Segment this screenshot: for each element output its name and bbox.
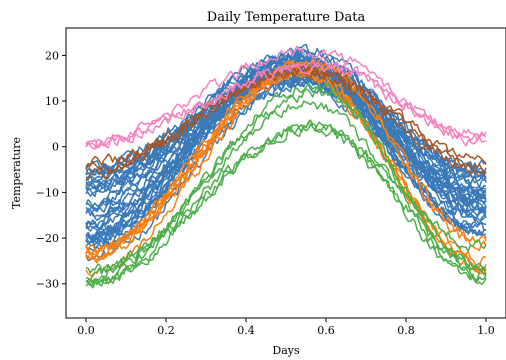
series-line-green-5: [85, 86, 487, 284]
x-axis-label: Days: [272, 344, 300, 357]
x-axis: 0.0 0.2 0.4 0.6 0.8 1.0: [77, 318, 495, 337]
x-tick-label: 0.2: [157, 324, 175, 337]
series-line-pink-3: [85, 56, 487, 149]
plot-lines: [85, 43, 487, 289]
y-tick-label: −30: [36, 278, 59, 291]
series-line-orange-5: [85, 65, 487, 275]
y-axis-label: Temperature: [10, 137, 23, 209]
y-tick-label: −10: [36, 186, 59, 199]
y-axis: −30 −20 −10 0 10 20: [36, 49, 66, 291]
y-tick-label: 10: [45, 95, 59, 108]
series-line-orange-6: [85, 59, 487, 278]
y-tick-label: 0: [52, 141, 59, 154]
x-tick-label: 0.0: [77, 324, 95, 337]
x-tick-label: 0.6: [317, 324, 335, 337]
y-tick-label: −20: [36, 232, 59, 245]
series-line-green-2: [85, 82, 487, 286]
series-line-blue-33: [85, 53, 487, 213]
series-line-brown-3: [85, 66, 487, 175]
series-line-pink-2: [85, 63, 487, 148]
series-line-brown-2: [85, 63, 487, 181]
x-tick-label: 1.0: [477, 324, 495, 337]
y-tick-label: 20: [45, 49, 59, 62]
series-line-blue-35: [85, 50, 487, 241]
x-tick-label: 0.4: [237, 324, 255, 337]
chart-title: Daily Temperature Data: [207, 10, 366, 25]
series-line-green-6: [85, 119, 487, 289]
series-line-pink-1: [85, 45, 487, 150]
series-line-green-3: [85, 100, 487, 283]
x-tick-label: 0.8: [397, 324, 415, 337]
plot-frame: [65, 27, 506, 319]
